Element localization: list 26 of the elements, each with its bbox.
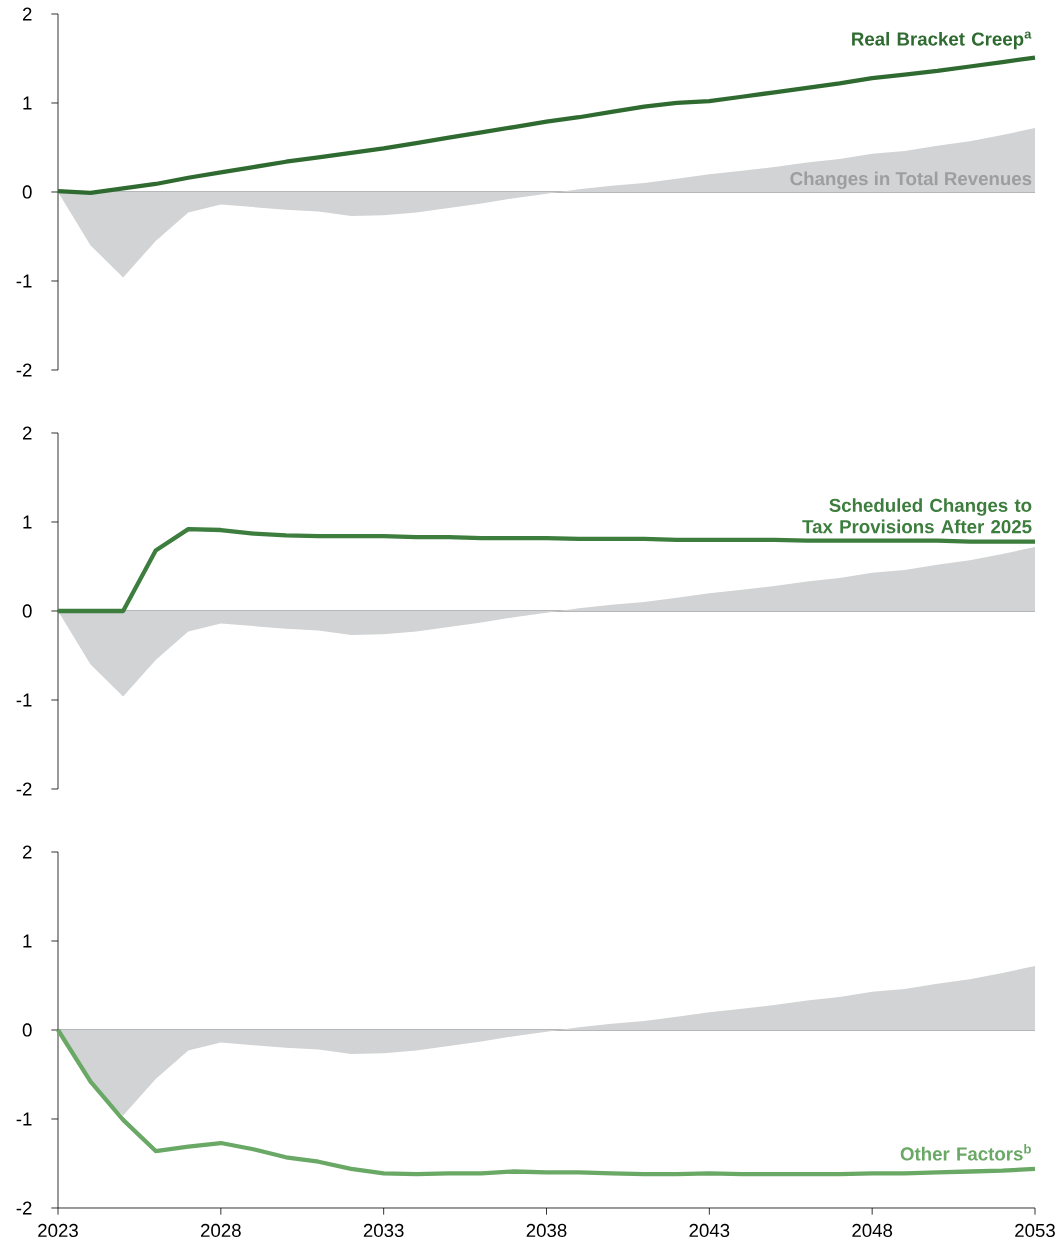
y-tick-label: 1 xyxy=(23,96,32,110)
x-tick-label: 2033 xyxy=(363,1223,404,1238)
y-tick-label: 2 xyxy=(22,845,32,859)
y-tick-label: 1 xyxy=(23,515,32,529)
y-tick-label: -2 xyxy=(16,782,32,796)
x-tick-label: 2053 xyxy=(1015,1223,1055,1238)
y-tick-label: 0 xyxy=(22,1023,32,1037)
x-tick-label: 2043 xyxy=(689,1223,730,1238)
y-tick-label: -2 xyxy=(16,363,32,377)
x-tick-label: 2028 xyxy=(201,1223,241,1238)
x-tick-label: 2048 xyxy=(852,1223,893,1238)
y-tick-label: 1 xyxy=(23,934,32,948)
line-series xyxy=(55,55,1038,196)
y-tick-label: 2 xyxy=(22,7,32,21)
y-tick-label: -1 xyxy=(16,693,32,707)
series-label: Other Factors$^{b}$ xyxy=(900,1143,1031,1161)
y-tick-label: 2 xyxy=(22,426,32,440)
series-label: Scheduled Changes to Tax Provisions After 2025 xyxy=(802,498,1032,534)
y-tick-label: 0 xyxy=(22,604,32,618)
y-tick-label: -2 xyxy=(16,1201,32,1215)
series-label: Real Bracket Creep$^{a}$ xyxy=(852,31,1032,50)
y-tick-label: -1 xyxy=(16,1112,32,1126)
x-tick-label: 2038 xyxy=(526,1223,567,1238)
y-tick-label: -1 xyxy=(16,274,32,288)
y-tick-label: 0 xyxy=(22,185,32,199)
x-tick-label: 2023 xyxy=(38,1223,78,1238)
